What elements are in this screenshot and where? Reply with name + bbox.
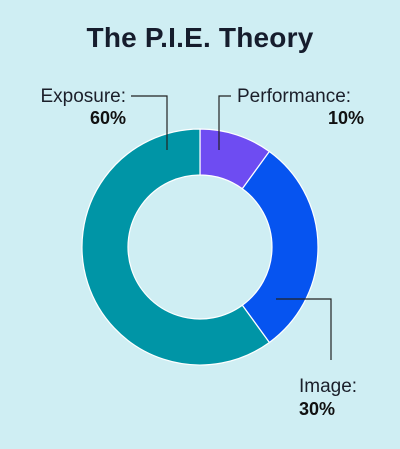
leader-lines	[131, 95, 332, 360]
leader-line-exposure	[131, 95, 168, 150]
slice-value-image: 30%	[299, 399, 335, 419]
slice-labels: Performance:10% Image:30% Exposure:60%	[40, 86, 364, 419]
slice-label-exposure: Exposure:	[40, 86, 126, 107]
slice-label-image: Image:	[299, 376, 357, 397]
slice-group	[81, 128, 319, 366]
leader-line-image	[276, 298, 332, 360]
slice-label-performance: Performance:	[237, 86, 351, 107]
slice-value-exposure: 60%	[90, 108, 126, 128]
chart-title: The P.I.E. Theory	[86, 22, 314, 53]
slice-value-performance: 10%	[328, 108, 364, 128]
leader-line-performance	[218, 95, 231, 150]
slice-image	[241, 150, 319, 344]
slice-exposure	[81, 128, 271, 366]
